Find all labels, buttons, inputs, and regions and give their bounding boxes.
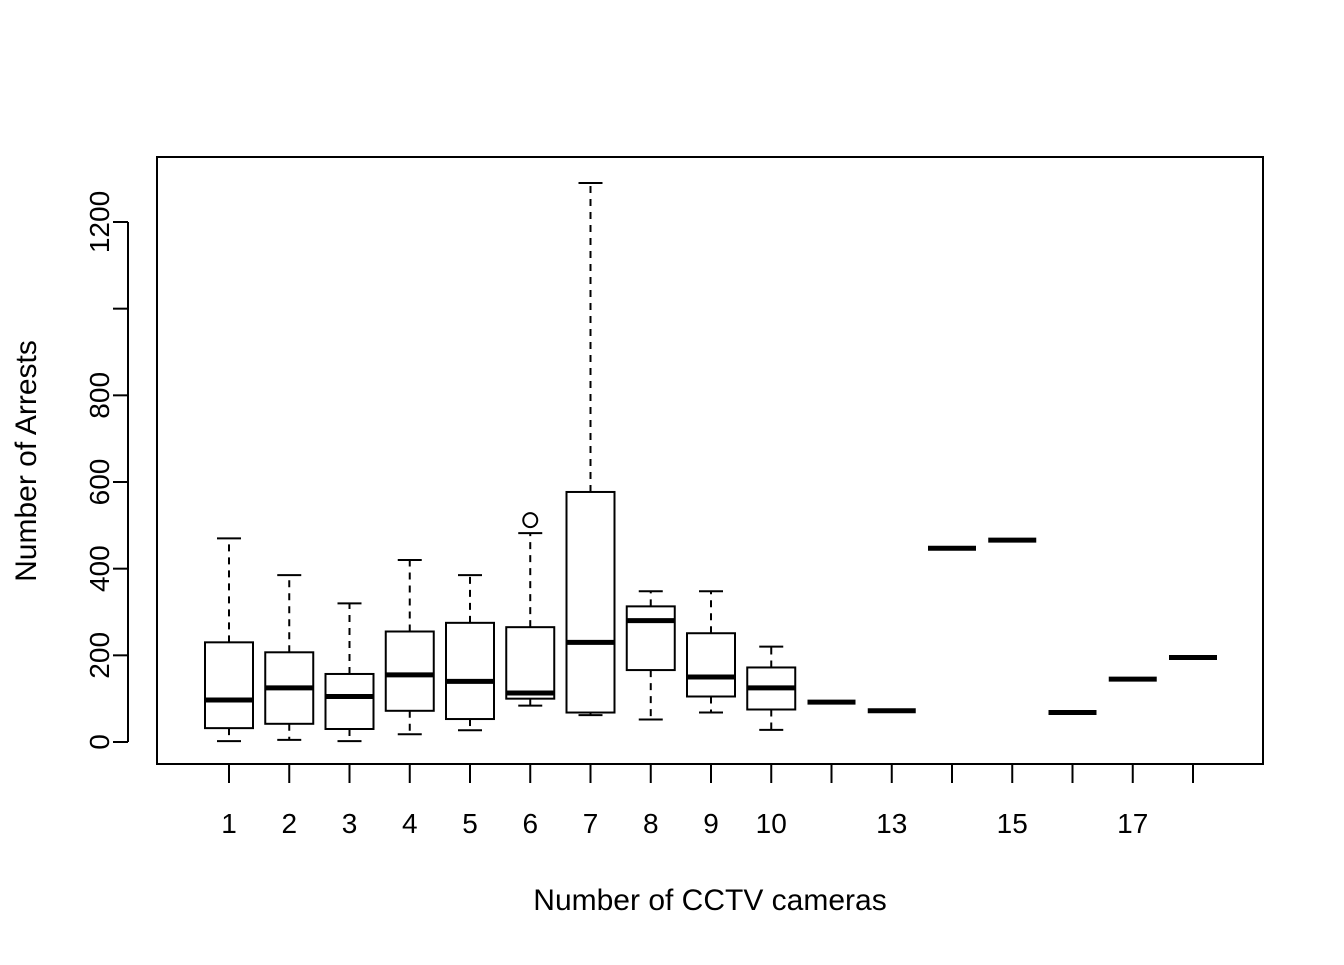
x-tick-label: 5 [462, 808, 478, 839]
x-axis-label: Number of CCTV cameras [533, 884, 886, 917]
box-iqr [625, 605, 676, 672]
box-iqr [565, 490, 616, 714]
box-iqr [204, 641, 254, 730]
box-iqr [324, 672, 375, 731]
y-tick-label: 800 [84, 372, 115, 419]
box-group [625, 590, 676, 721]
x-tick-label: 10 [756, 808, 787, 839]
x-tick-label: 15 [997, 808, 1028, 839]
y-tick-label: 1200 [84, 191, 115, 253]
outlier-point [522, 512, 539, 529]
box-group [324, 602, 375, 743]
box-group [264, 574, 315, 741]
boxes [204, 182, 1217, 743]
x-tick-label: 4 [402, 808, 418, 839]
x-tick-label: 6 [522, 808, 538, 839]
y-tick-label: 400 [84, 545, 115, 592]
box-group [204, 537, 254, 743]
x-tick-label: 2 [281, 808, 297, 839]
box-iqr [505, 626, 556, 700]
box-group [384, 559, 435, 736]
x-tick-label: 8 [643, 808, 659, 839]
y-tick-label: 600 [84, 459, 115, 506]
box-iqr [686, 632, 736, 698]
x-tick-label: 1 [221, 808, 237, 839]
x-tick-label: 3 [342, 808, 358, 839]
box-iqr [445, 621, 495, 721]
box-iqr [384, 630, 435, 712]
y-tick-label: 0 [84, 734, 115, 750]
x-tick-label: 9 [703, 808, 719, 839]
box-group [746, 645, 797, 731]
y-axis: 0 200 400 600 800 1200 [84, 191, 129, 750]
y-tick-label: 200 [84, 632, 115, 679]
x-axis: 1 2 3 4 5 6 7 8 9 10 13 15 17 [221, 763, 1194, 839]
x-tick-label: 13 [876, 808, 907, 839]
box-group [445, 574, 495, 732]
x-tick-label: 7 [583, 808, 599, 839]
x-tick-label: 17 [1117, 808, 1148, 839]
box-group [686, 590, 736, 714]
box-group [505, 512, 556, 707]
box-group [565, 182, 616, 717]
y-axis-label: Number of Arrests [10, 340, 43, 582]
